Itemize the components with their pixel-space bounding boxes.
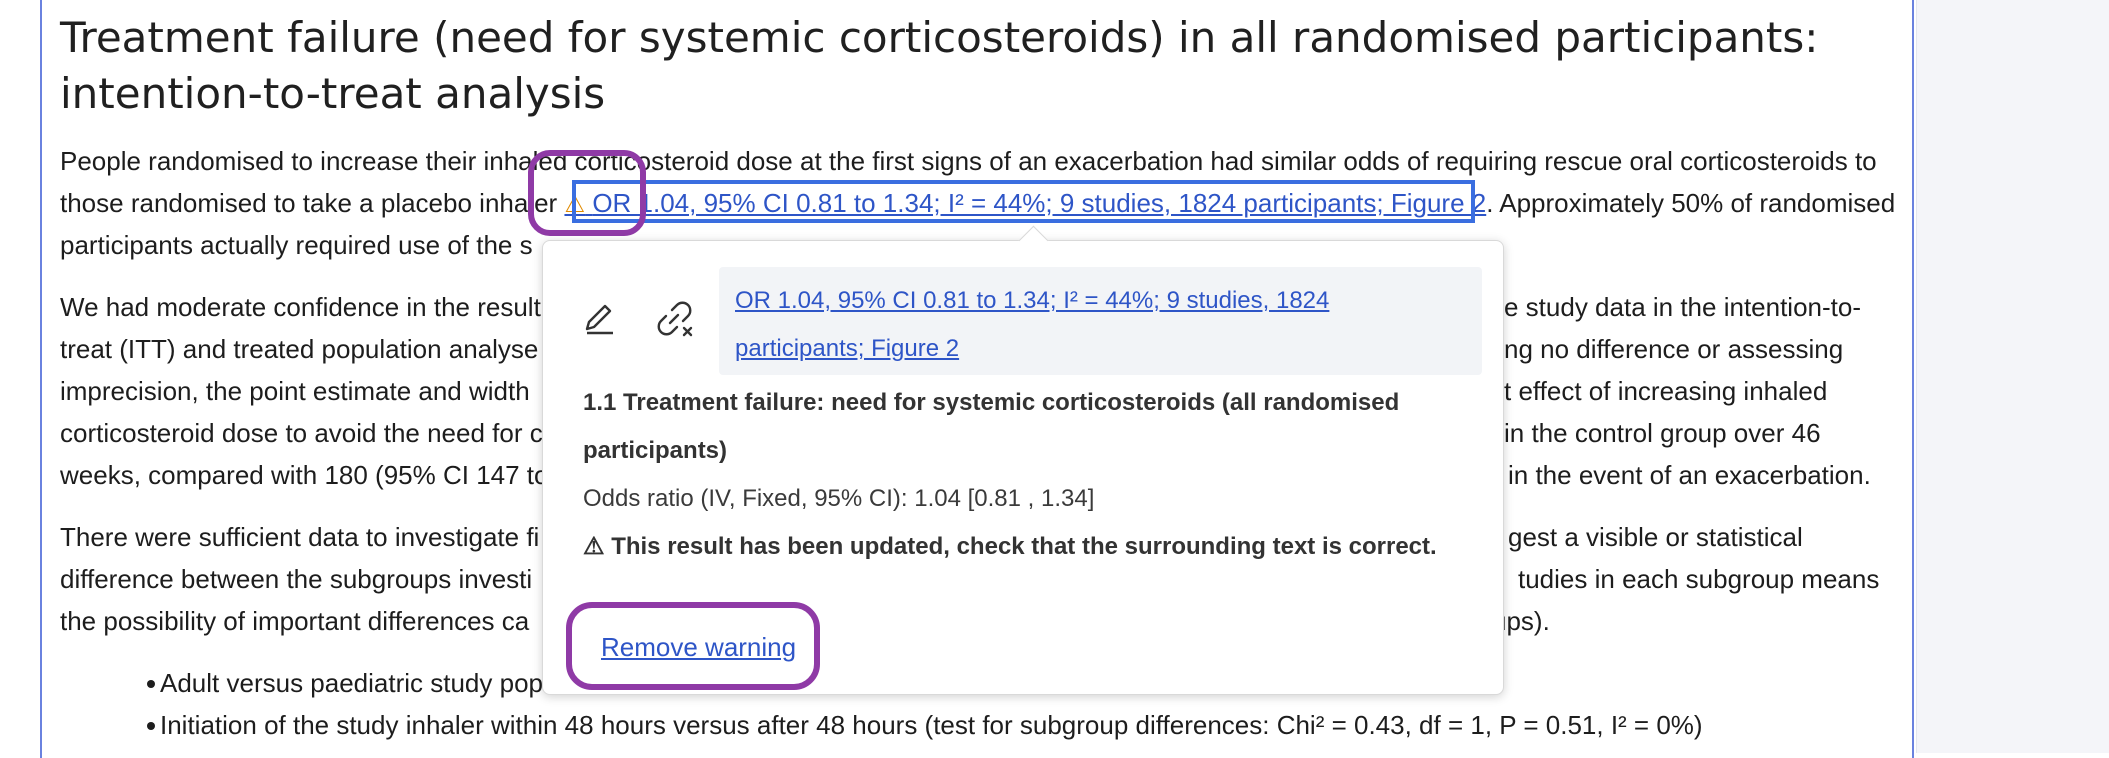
citation-link[interactable]: ⚠ OR 1.04, 95% CI 0.81 to 1.34; I² = 44%…	[564, 188, 1486, 218]
para2-line-5-right: in the event of an exacerbation.	[1508, 460, 1871, 490]
para1-line-1: People randomised to increase their inha…	[60, 146, 1877, 176]
para3-line-1: There were sufficient data to investigat…	[60, 516, 1910, 558]
para2-line-1-left: We had moderate confidence in the result	[60, 292, 541, 322]
paragraph-2: We had moderate confidence in the result…	[60, 286, 1910, 496]
citation-highlight-box	[572, 180, 1475, 223]
annotation-circle-remove-warning	[566, 602, 820, 690]
para1-line-2-before: those randomised to take a placebo inhal…	[60, 188, 558, 218]
subgroup-list: Adult versus paediatric study popu Initi…	[60, 662, 1703, 746]
remove-warning-link[interactable]: Remove warning	[601, 632, 797, 662]
para1-line-2-after: . Approximately 50% of randomised	[1486, 188, 1896, 218]
list-item-text: Adult versus paediatric study popu	[160, 668, 558, 698]
popover-citation-line-1: OR 1.04, 95% CI 0.81 to 1.34; I² = 44%; …	[735, 287, 1330, 314]
para2-line-5: weeks, compared with 180 (95% CI 147 to i…	[60, 454, 1910, 496]
heading-line-2: intention-to-treat analysis	[60, 69, 606, 118]
paragraph-1: People randomised to increase their inha…	[60, 140, 1910, 266]
popover-citation-box: OR 1.04, 95% CI 0.81 to 1.34; I² = 44%; …	[719, 267, 1482, 375]
popover-citation-link[interactable]: OR 1.04, 95% CI 0.81 to 1.34; I² = 44%; …	[735, 287, 1329, 362]
popover-outcome-title: 1.1 Treatment failure: need for systemic…	[583, 389, 1400, 464]
para3-line-1-right: gest a visible or statistical	[1508, 522, 1803, 552]
document-frame	[40, 0, 1914, 758]
para1-line-2: those randomised to take a placebo inhal…	[60, 182, 1910, 224]
heading-line-1: Treatment failure (need for systemic cor…	[60, 13, 1819, 62]
citation-popover: OR 1.04, 95% CI 0.81 to 1.34; I² = 44%; …	[542, 240, 1504, 695]
list-item-text: Initiation of the study inhaler within 4…	[160, 710, 1703, 740]
popover-citation-line-2: participants; Figure 2	[735, 335, 960, 362]
annotation-circle-warning	[528, 150, 646, 236]
para2-line-4-left: corticosteroid dose to avoid the need fo…	[60, 418, 543, 448]
para2-line-1: We had moderate confidence in the result…	[60, 286, 1910, 328]
para2-line-2-left: treat (ITT) and treated population analy…	[60, 334, 539, 364]
para1-line-3: participants actually required use of th…	[60, 230, 533, 260]
list-item: Adult versus paediatric study popu	[60, 662, 1703, 704]
para3-line-3-left: the possibility of important differences…	[60, 606, 530, 636]
popover-statistic: Odds ratio (IV, Fixed, 95% CI): 1.04 [0.…	[583, 485, 1095, 512]
citation-text: OR 1.04, 95% CI 0.81 to 1.34; I² = 44%; …	[592, 188, 1487, 218]
edit-citation-button[interactable]	[579, 299, 619, 339]
para3-line-1-left: There were sufficient data to investigat…	[60, 522, 540, 552]
section-heading: Treatment failure (need for systemic cor…	[60, 10, 1900, 122]
warning-icon: ⚠	[583, 533, 605, 560]
para2-line-4: corticosteroid dose to avoid the need fo…	[60, 412, 1910, 454]
popover-warning: ⚠ This result has been updated, check th…	[583, 523, 1443, 571]
paragraph-3: There were sufficient data to investigat…	[60, 516, 1910, 642]
para3-line-2: difference between the subgroups investi…	[60, 558, 1910, 600]
para2-line-4-right: in the control group over 46	[1504, 418, 1821, 448]
para2-line-3-left: imprecision, the point estimate and widt…	[60, 376, 530, 406]
para2-line-2: treat (ITT) and treated population analy…	[60, 328, 1910, 370]
para2-line-2-right: ng no difference or assessing	[1504, 334, 1844, 364]
para2-line-3-right: t effect of increasing inhaled	[1504, 376, 1828, 406]
para3-line-2-right: tudies in each subgroup means	[1518, 564, 1880, 594]
para3-line-2-left: difference between the subgroups investi	[60, 564, 533, 594]
list-item: Initiation of the study inhaler within 4…	[60, 704, 1703, 746]
right-sidebar	[1916, 0, 2109, 753]
para2-line-1-right: e study data in the intention-to-	[1504, 292, 1862, 322]
para2-line-3: imprecision, the point estimate and widt…	[60, 370, 1910, 412]
pencil-icon	[585, 304, 613, 335]
para3-line-3: the possibility of important differences…	[60, 600, 1910, 642]
para2-line-5-left: weeks, compared with 180 (95% CI 147 to	[60, 460, 549, 490]
popover-warning-text: This result has been updated, check that…	[611, 533, 1437, 560]
remove-link-button[interactable]	[655, 299, 695, 339]
unlink-icon	[657, 301, 693, 337]
